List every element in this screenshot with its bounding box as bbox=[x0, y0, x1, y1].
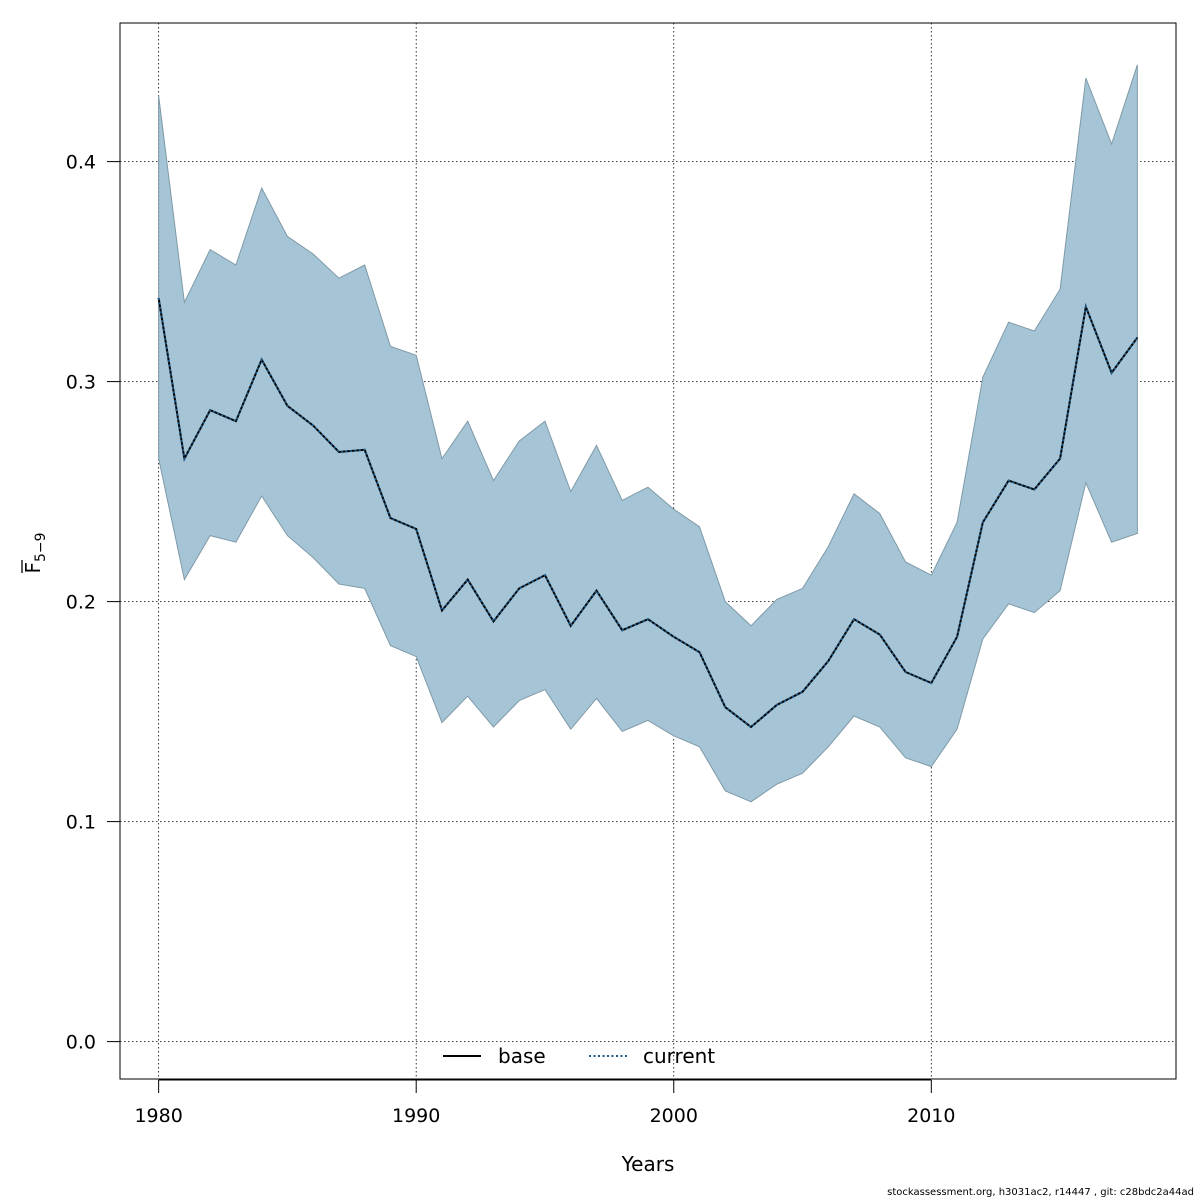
y-axis-title-subscript: 5−9 bbox=[33, 532, 49, 562]
grid-lines bbox=[120, 23, 1176, 1079]
x-tick-label: 2000 bbox=[650, 1105, 698, 1127]
y-axis: 0.0 0.1 0.2 0.3 0.4 bbox=[66, 152, 121, 1054]
x-axis-title: Years bbox=[621, 1152, 675, 1176]
y-axis-title: F5−9 bbox=[21, 532, 49, 573]
x-tick-label: 1990 bbox=[392, 1105, 440, 1127]
footer-text: stockassessment.org, h3031ac2, r14447 , … bbox=[887, 1187, 1194, 1198]
y-tick-label: 0.0 bbox=[66, 1032, 96, 1054]
y-tick-label: 0.2 bbox=[66, 592, 96, 614]
series-lines bbox=[157, 297, 1139, 729]
x-tick-label: 2010 bbox=[907, 1105, 955, 1127]
legend: base current bbox=[443, 1044, 715, 1068]
series-line-current bbox=[157, 297, 1139, 729]
legend-label-base: base bbox=[498, 1044, 546, 1068]
confidence-band-area bbox=[158, 64, 1138, 803]
y-tick-label: 0.4 bbox=[66, 152, 96, 174]
y-tick-label: 0.3 bbox=[66, 372, 96, 394]
y-tick-label: 0.1 bbox=[66, 812, 96, 834]
x-tick-label: 1980 bbox=[134, 1105, 182, 1127]
confidence-band bbox=[158, 64, 1138, 803]
y-axis-title-main: F bbox=[21, 562, 45, 574]
legend-label-current: current bbox=[643, 1044, 715, 1068]
svg-text:F5−9: F5−9 bbox=[21, 532, 49, 573]
x-axis: 1980 1990 2000 2010 bbox=[134, 1079, 955, 1127]
